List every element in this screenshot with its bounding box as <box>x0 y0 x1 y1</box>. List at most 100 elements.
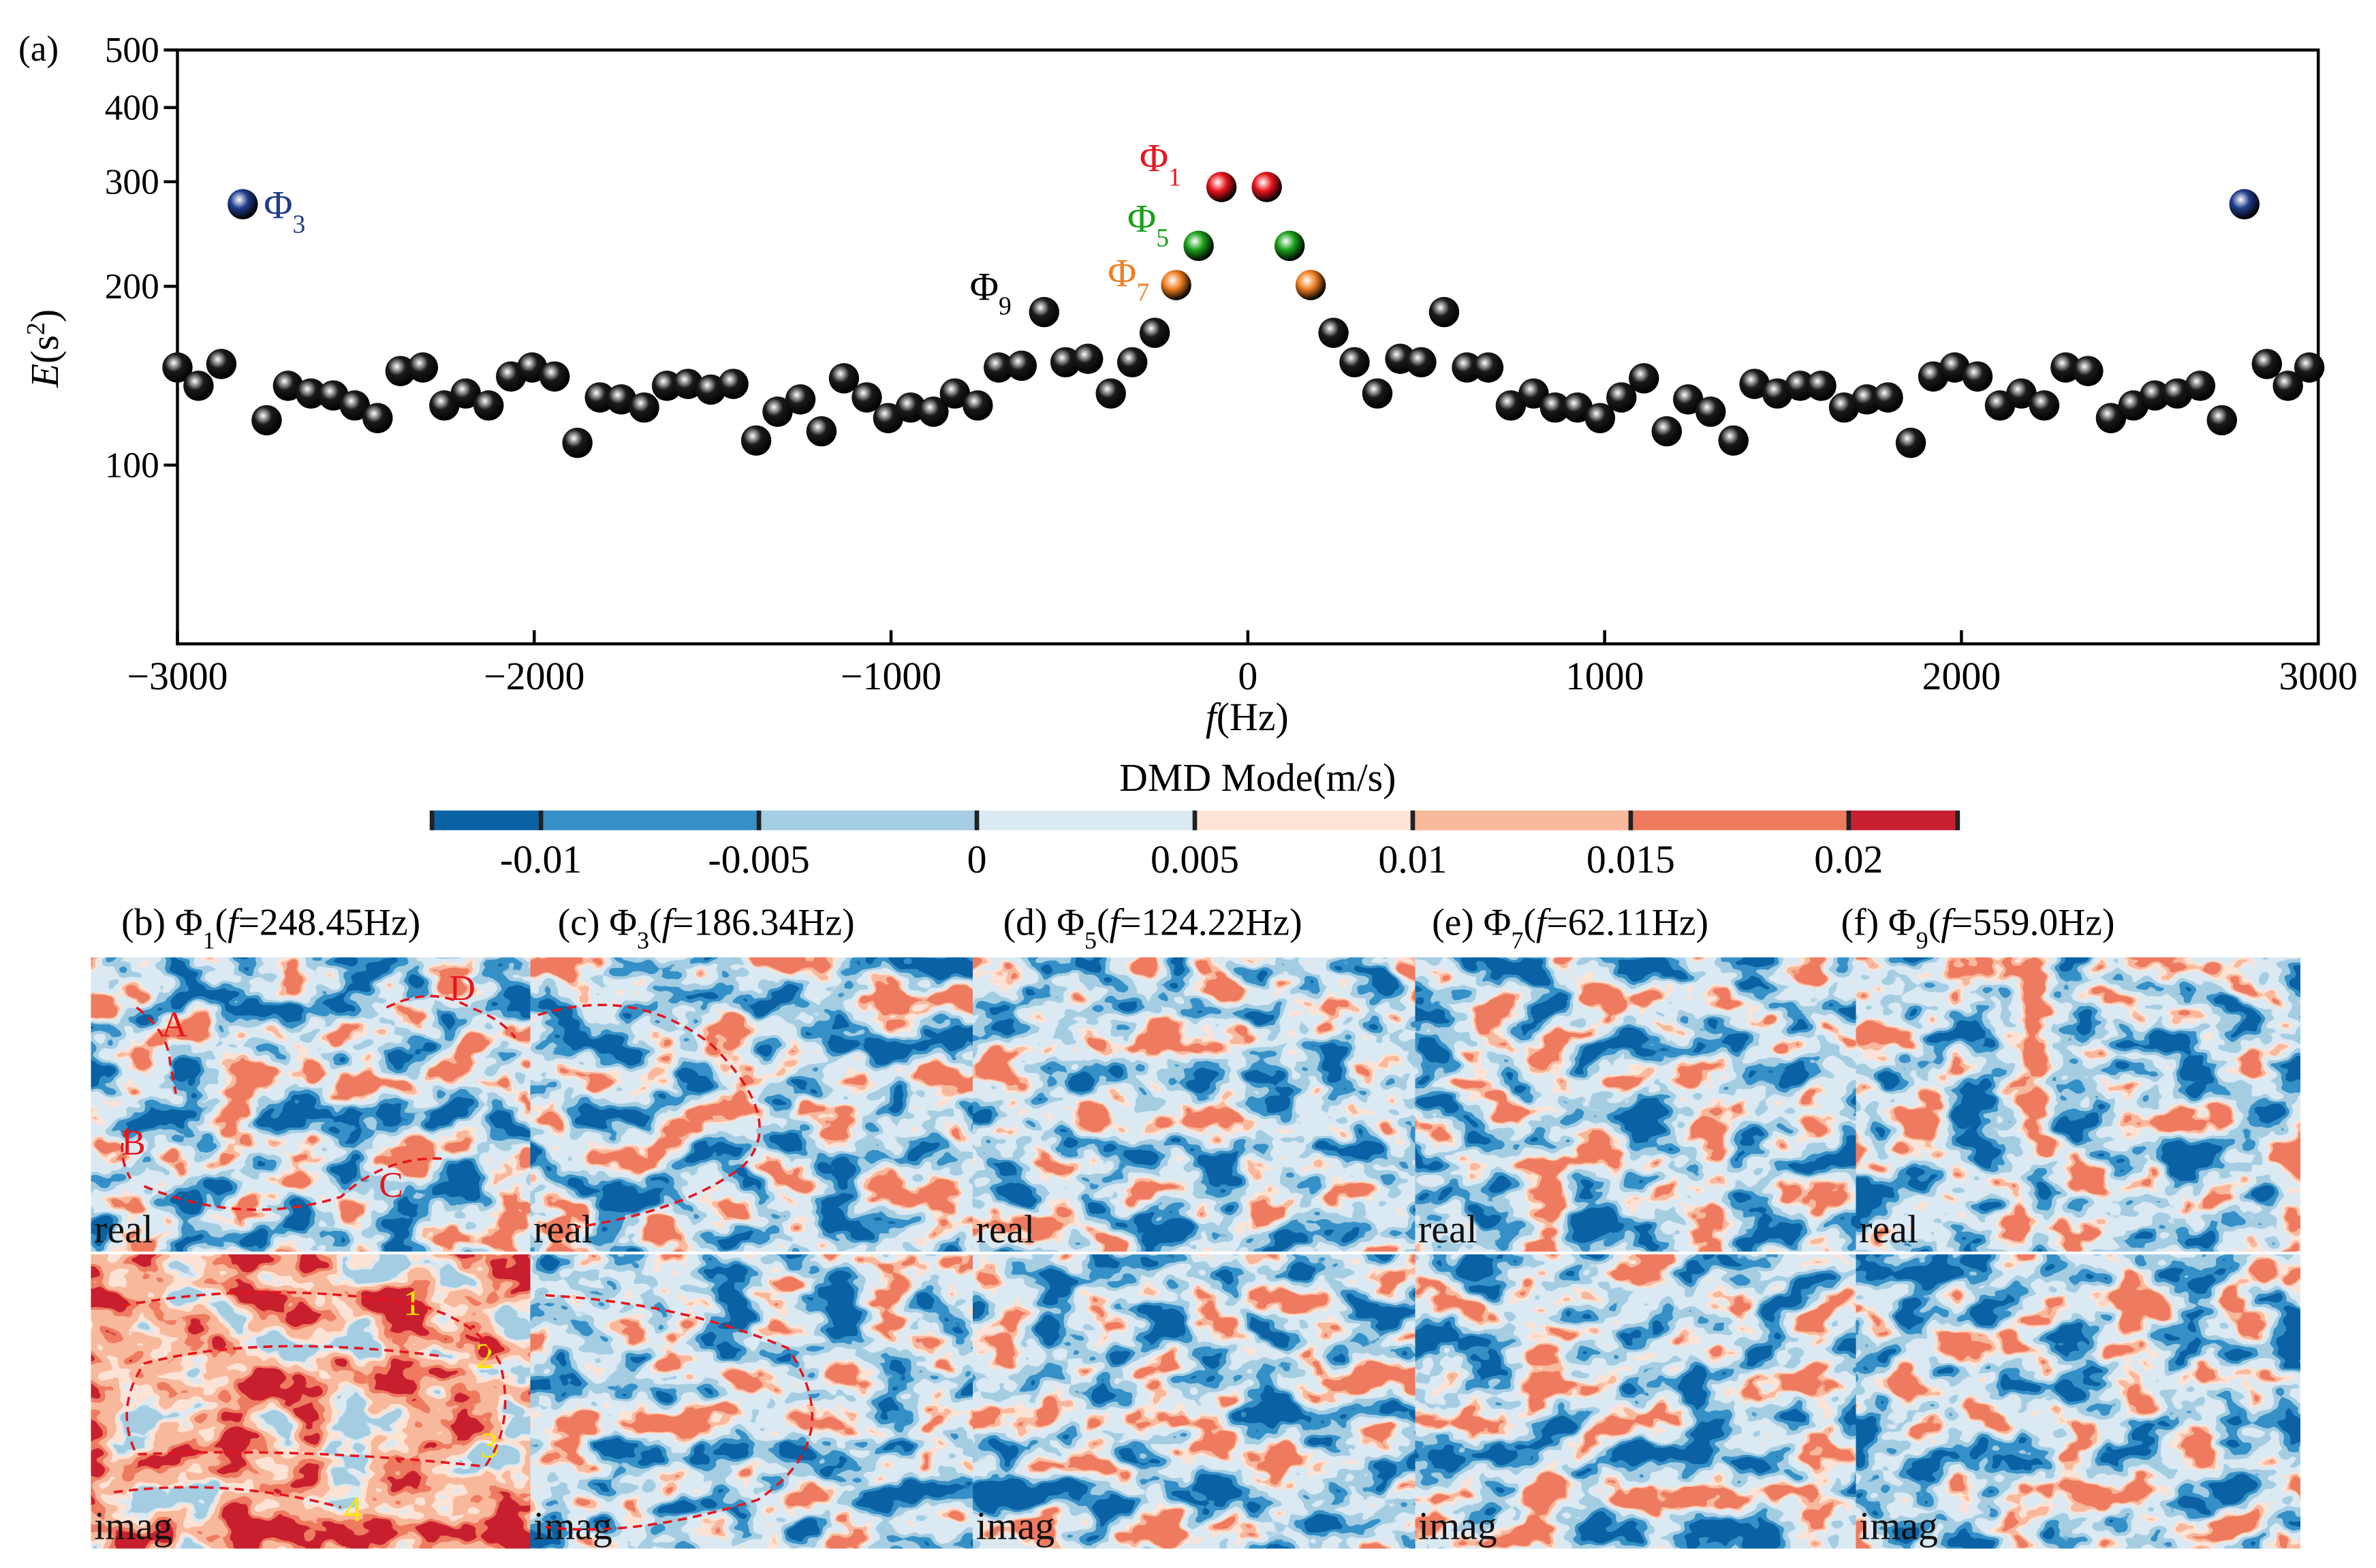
row-label: imag <box>94 1504 173 1548</box>
panel-title: (b) Φ1(f=248.45Hz) <box>121 901 420 954</box>
data-point <box>718 369 749 399</box>
text-run: ) <box>22 309 67 322</box>
x-tick-label: 1000 <box>1565 654 1644 698</box>
colorbar-segment <box>1412 810 1631 830</box>
row-label: real <box>976 1207 1035 1251</box>
text-run: (c) Φ <box>558 901 637 943</box>
data-point <box>785 384 816 415</box>
row-label: real <box>533 1207 593 1251</box>
colorbar-segment <box>1195 810 1413 830</box>
data-point <box>1452 352 1482 383</box>
data-point <box>362 403 393 434</box>
data-point <box>1139 317 1170 348</box>
data-point <box>2095 403 2127 434</box>
data-point <box>1473 352 1504 383</box>
plot-frame <box>176 48 2320 646</box>
text-run: Φ <box>264 183 292 227</box>
data-point <box>1718 425 1749 456</box>
colorbar-segment <box>759 810 978 830</box>
data-point <box>1251 172 1282 202</box>
text-run: =559.0Hz) <box>1952 901 2115 943</box>
path-c-real <box>537 1003 761 1229</box>
y-tick-label: 200 <box>105 266 159 307</box>
path-4 <box>113 1486 342 1509</box>
data-point <box>272 371 304 401</box>
colorbar-tick-label: 0.005 <box>1151 837 1239 881</box>
region-letter: D <box>449 967 475 1008</box>
data-point <box>183 371 214 401</box>
y-tick-label: 500 <box>105 29 159 70</box>
data-point <box>339 390 371 421</box>
data-point <box>2050 352 2081 383</box>
data-point <box>1739 369 1770 399</box>
row-label: real <box>1418 1207 1478 1251</box>
data-point <box>1539 392 1571 423</box>
mode-annotation: Φ7 <box>1108 251 1149 307</box>
data-point <box>385 356 416 386</box>
panel-title: (f) Φ9(f=559.0Hz) <box>1841 901 2115 954</box>
data-point <box>1895 427 1926 458</box>
text-run: 9 <box>1916 926 1928 954</box>
row-label: imag <box>533 1504 612 1548</box>
row-label: real <box>1859 1207 1918 1251</box>
path-number: 2 <box>476 1335 495 1376</box>
data-point <box>2140 380 2170 411</box>
colorbar-segment <box>1630 810 1849 830</box>
data-point <box>1362 378 1393 409</box>
text-run: 7 <box>1511 926 1523 954</box>
data-point <box>851 382 882 413</box>
data-point <box>2272 371 2303 401</box>
colorbar-segment <box>541 810 760 830</box>
data-point <box>672 369 704 399</box>
data-point <box>1274 230 1305 262</box>
text-run: 1 <box>1168 163 1181 191</box>
colorbar-segment <box>977 810 1195 830</box>
x-tick-label: −3000 <box>127 654 228 698</box>
data-point <box>1183 230 1214 262</box>
data-point <box>1806 371 1836 401</box>
mode-field <box>530 957 973 1252</box>
data-point <box>228 189 258 220</box>
text-run: 2 <box>22 322 50 335</box>
path-d <box>386 994 516 1039</box>
data-point <box>1629 363 1659 394</box>
text-run: ( <box>649 901 662 943</box>
data-point <box>407 352 439 383</box>
data-point <box>1495 390 1527 421</box>
text-run: Φ <box>970 264 999 309</box>
x-tick-label: 2000 <box>1922 654 2001 698</box>
mode-annotation: Φ5 <box>1127 196 1169 252</box>
panel-title: (c) Φ3(f=186.34Hz) <box>558 901 855 954</box>
mode-field <box>1856 957 2300 1252</box>
mode-annotation: Φ3 <box>264 183 305 238</box>
text-run: (e) Φ <box>1432 901 1511 943</box>
data-point <box>1029 296 1060 328</box>
colorbar-title: DMD Mode(m/s) <box>1119 755 1396 800</box>
region-letter: A <box>161 1003 188 1044</box>
data-point <box>629 392 659 423</box>
x-axis-label: f(Hz) <box>1206 695 1289 739</box>
path-c <box>143 1157 448 1211</box>
data-point <box>450 378 481 409</box>
data-point <box>1318 317 1349 348</box>
data-point <box>1762 378 1793 409</box>
colorbar-segment <box>1848 810 1958 830</box>
data-point <box>895 392 926 423</box>
mode-annotation: Φ9 <box>970 264 1012 320</box>
data-point <box>1295 270 1326 300</box>
data-point <box>162 352 193 383</box>
mode-fields <box>91 957 2300 1549</box>
data-point <box>2251 349 2283 379</box>
data-point <box>1406 347 1437 378</box>
row-label: imag <box>1859 1504 1938 1548</box>
data-point <box>1206 172 1237 202</box>
data-point <box>2029 390 2060 421</box>
y-tick-label: 400 <box>105 87 159 128</box>
panel-title: (e) Φ7(f=62.11Hz) <box>1432 901 1708 954</box>
data-point <box>963 390 993 421</box>
data-point <box>1161 270 1191 300</box>
text-run: 3 <box>637 926 649 954</box>
data-point <box>762 396 793 427</box>
colorbar-tick-label: 0.02 <box>1814 837 1883 881</box>
